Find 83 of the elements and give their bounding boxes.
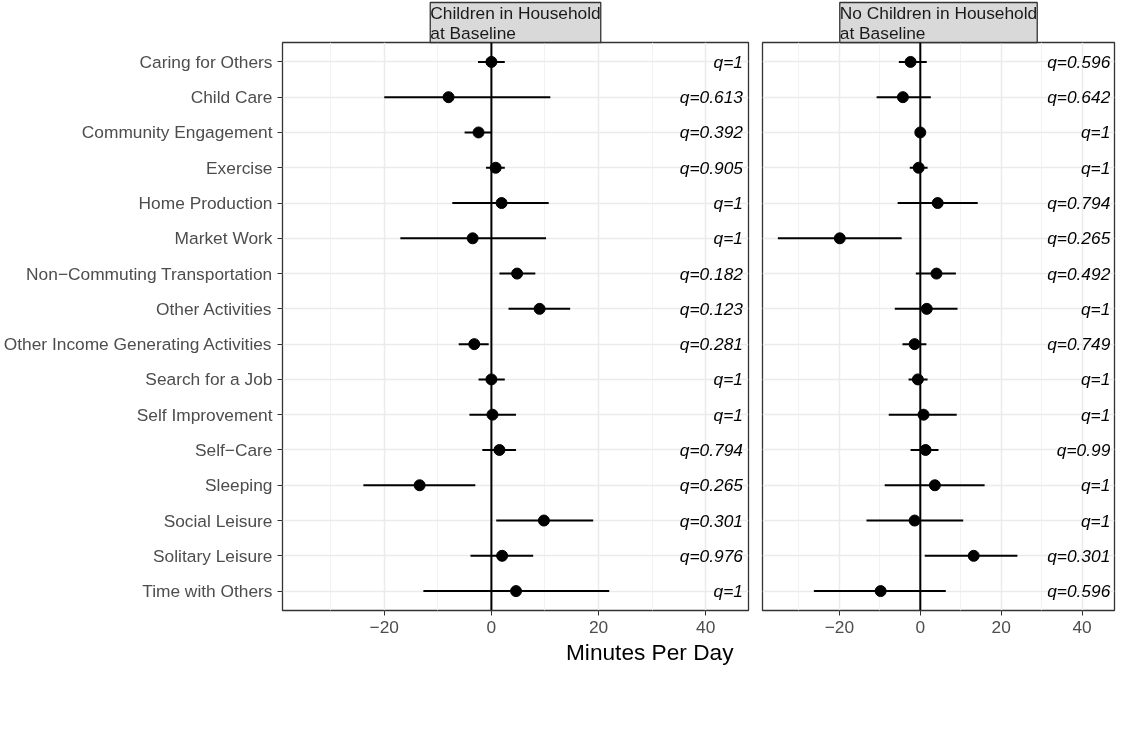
annotation: q=0.794 bbox=[679, 439, 743, 460]
x-tick-label: 40 bbox=[696, 616, 716, 637]
annotation: q=0.976 bbox=[679, 545, 744, 566]
point bbox=[928, 479, 941, 492]
chart-title: No Children in Household at Baseline bbox=[839, 2, 1038, 43]
annotation: q=0.281 bbox=[679, 334, 743, 355]
annotation: q=1 bbox=[1080, 475, 1111, 496]
point bbox=[413, 479, 426, 492]
annotation: q=0.492 bbox=[1047, 263, 1111, 284]
y-tick-label: Sleeping bbox=[205, 475, 273, 496]
point bbox=[908, 338, 921, 351]
annotation: q=1 bbox=[713, 228, 743, 249]
annotation: q=1 bbox=[1080, 404, 1111, 425]
annotation: q=0.123 bbox=[679, 298, 744, 319]
point bbox=[468, 338, 481, 351]
point bbox=[930, 267, 943, 280]
point bbox=[493, 443, 506, 456]
x-tick-label: 0 bbox=[486, 616, 497, 637]
annotation: q=0.596 bbox=[1047, 51, 1111, 72]
annotation: q=1 bbox=[713, 51, 743, 72]
y-tick-label: Self−Care bbox=[194, 439, 273, 460]
annotation: q=0.301 bbox=[1047, 545, 1111, 566]
annotation: q=0.596 bbox=[1047, 581, 1111, 602]
y-tick-label: Caring for Others bbox=[139, 51, 273, 72]
annotation: q=1 bbox=[1080, 369, 1111, 390]
y-tick-label: Time with Others bbox=[142, 581, 273, 602]
y-tick-label: Market Work bbox=[174, 228, 273, 249]
annotation: q=0.182 bbox=[679, 263, 744, 284]
x-tick-label: 20 bbox=[991, 616, 1011, 637]
annotation: q=0.265 bbox=[1047, 228, 1111, 249]
annotation: q=1 bbox=[1080, 298, 1111, 319]
point bbox=[511, 267, 524, 280]
y-tick-label: Social Leisure bbox=[163, 510, 273, 531]
point bbox=[495, 197, 508, 210]
annotation: q=0.749 bbox=[1047, 334, 1111, 355]
point bbox=[904, 55, 917, 68]
x-tick-label: 20 bbox=[588, 616, 609, 637]
x-tick-label: 40 bbox=[1072, 616, 1092, 637]
point bbox=[874, 585, 887, 598]
annotation: q=0.905 bbox=[679, 157, 744, 178]
y-tick-label: Solitary Leisure bbox=[153, 545, 273, 566]
point bbox=[896, 91, 909, 104]
x-tick-label: 0 bbox=[915, 616, 926, 637]
annotation: q=1 bbox=[713, 369, 743, 390]
y-tick-label: Non−Commuting Transportation bbox=[26, 263, 273, 284]
point bbox=[510, 585, 523, 598]
annotation: q=1 bbox=[1080, 122, 1111, 143]
y-tick-label: Child Care bbox=[190, 87, 273, 108]
chart-title: Children in Household at Baseline bbox=[430, 2, 601, 43]
point bbox=[931, 197, 944, 210]
y-tick-label: Other Activities bbox=[155, 298, 272, 319]
annotation: q=0.392 bbox=[679, 122, 744, 143]
annotation: q=0.642 bbox=[1047, 87, 1111, 108]
y-tick-label: Self Improvement bbox=[136, 404, 273, 425]
x-tick-label: −20 bbox=[824, 616, 855, 637]
annotation: q=1 bbox=[713, 193, 743, 214]
annotation: q=1 bbox=[713, 404, 743, 425]
annotation: q=1 bbox=[713, 581, 743, 602]
point bbox=[537, 514, 550, 527]
point bbox=[466, 232, 479, 245]
point bbox=[442, 91, 455, 104]
point bbox=[919, 443, 932, 456]
point bbox=[833, 232, 846, 245]
annotation: q=0.99 bbox=[1056, 439, 1111, 460]
annotation: q=1 bbox=[1080, 510, 1111, 531]
y-tick-label: Search for a Job bbox=[145, 369, 273, 390]
annotation: q=0.265 bbox=[679, 475, 744, 496]
point bbox=[967, 549, 980, 562]
point bbox=[908, 514, 921, 527]
annotation: q=1 bbox=[1080, 157, 1111, 178]
x-axis-title: Minutes Per Day bbox=[566, 638, 734, 667]
point bbox=[533, 302, 546, 315]
y-tick-label: Home Production bbox=[138, 193, 273, 214]
y-tick-label: Other Income Generating Activities bbox=[3, 334, 272, 355]
point bbox=[472, 126, 485, 139]
annotation: q=0.794 bbox=[1047, 193, 1111, 214]
x-tick-label: −20 bbox=[369, 616, 399, 637]
annotation: q=0.613 bbox=[679, 87, 744, 108]
point bbox=[496, 549, 509, 562]
y-tick-label: Community Engagement bbox=[81, 122, 273, 143]
point bbox=[920, 302, 933, 315]
y-tick-label: Exercise bbox=[206, 157, 273, 178]
annotation: q=0.301 bbox=[679, 510, 743, 531]
